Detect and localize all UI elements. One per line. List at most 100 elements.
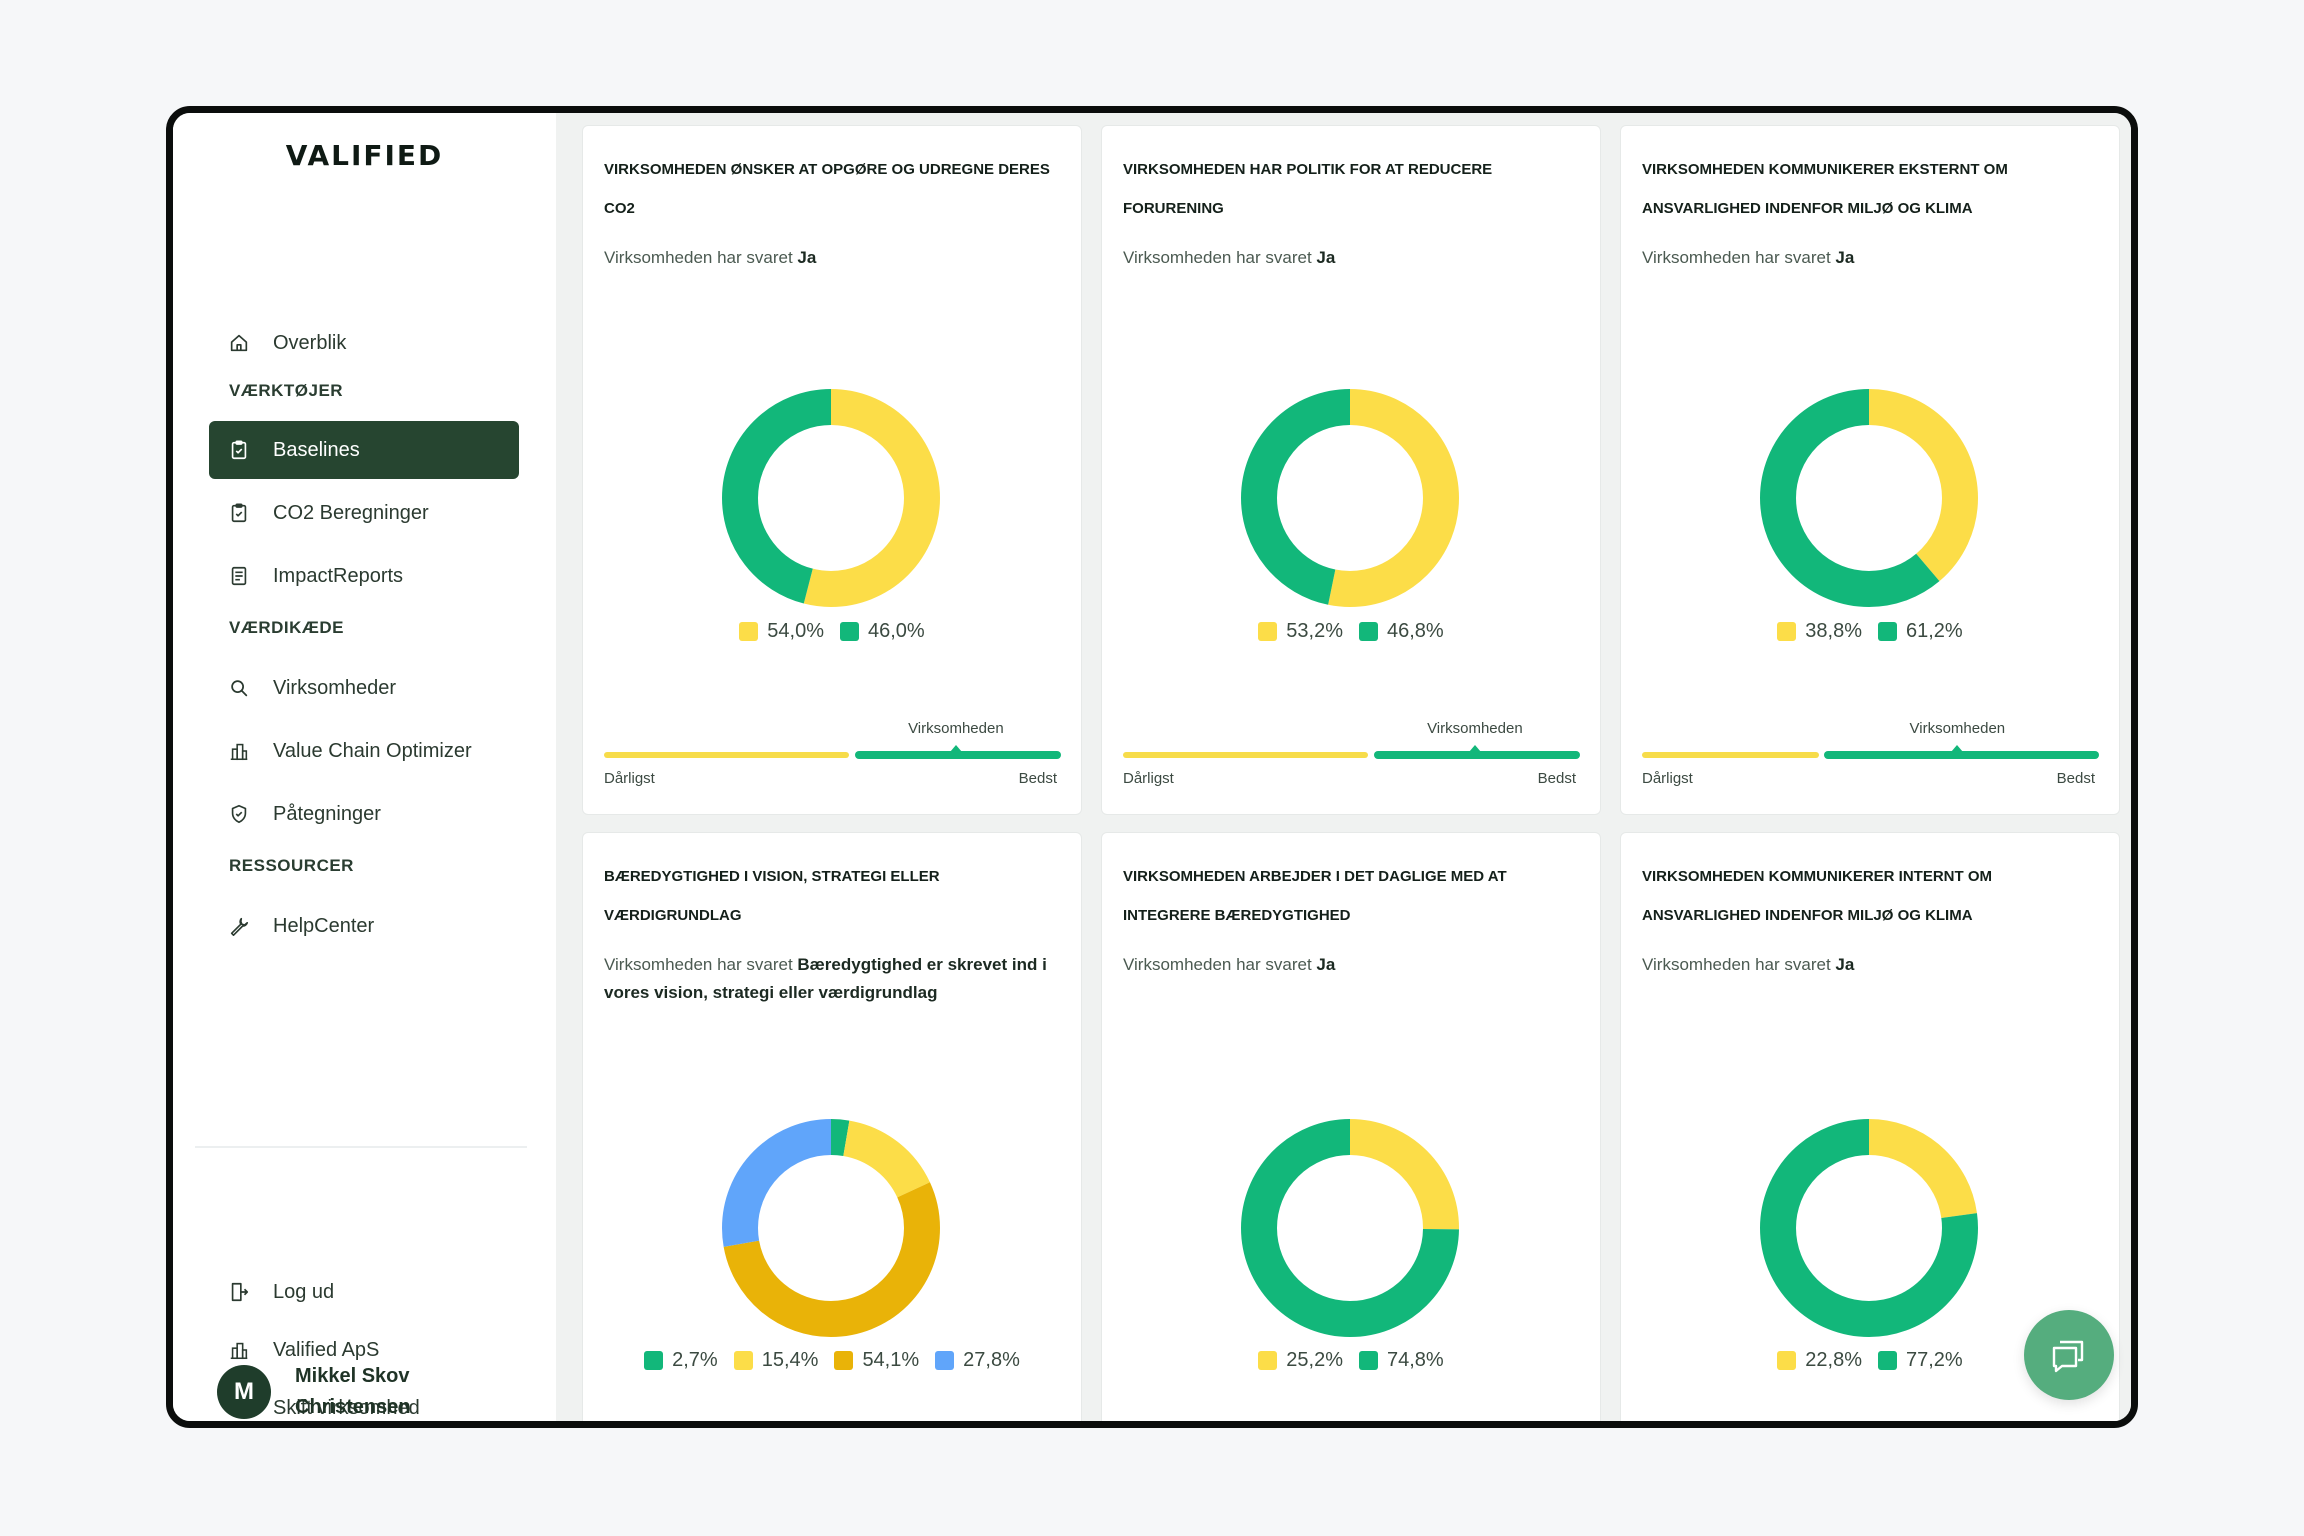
scale-best-label: Bedst — [1018, 770, 1057, 787]
sidebar-item-overblik[interactable]: Overblik — [209, 314, 519, 372]
baseline-card: VIRKSOMHEDEN ØNSKER AT OPGØRE OG UDREGNE… — [582, 125, 1082, 815]
scale-bar-right — [1374, 751, 1580, 759]
legend-item: 22,8% — [1777, 1349, 1862, 1372]
legend-item: 25,2% — [1258, 1349, 1343, 1372]
sidebar-item-label: ImpactReports — [273, 564, 404, 587]
chart-legend: 54,0% 46,0% — [583, 620, 1081, 643]
search-icon — [227, 676, 251, 700]
legend-swatch — [733, 1351, 753, 1370]
avatar: M — [217, 1365, 271, 1419]
legend-swatch — [1777, 1351, 1797, 1370]
donut-chart — [722, 1119, 940, 1337]
section-vaerktoejer: VÆRKTØJER — [229, 381, 344, 400]
donut-chart — [1760, 1119, 1978, 1337]
main-content: VIRKSOMHEDEN ØNSKER AT OPGØRE OG UDREGNE… — [556, 113, 2131, 1421]
scale-marker — [949, 745, 962, 752]
section-vaerdikaede: VÆRDIKÆDE — [229, 618, 345, 637]
legend-item: 61,2% — [1878, 620, 1963, 643]
chart-legend: 2,7% 15,4% 54,1% 27,8% — [583, 1349, 1081, 1372]
clipboard-check-icon — [227, 438, 251, 462]
legend-value: 2,7% — [672, 1349, 718, 1371]
legend-swatch — [1777, 622, 1797, 641]
donut-segment — [1241, 1119, 1459, 1337]
card-title: VIRKSOMHEDEN ØNSKER AT OPGØRE OG UDREGNE… — [604, 161, 1050, 217]
user-profile[interactable]: M Mikkel Skov Christensen — [217, 1361, 435, 1421]
scale-worst-label: Dårligst — [1123, 770, 1174, 787]
legend-item: 74,8% — [1359, 1349, 1444, 1372]
card-answer: Virksomheden har svaret Ja — [604, 248, 817, 267]
benchmark-scale: Virksomheden Dårligst Bedst — [604, 720, 1061, 800]
legend-swatch — [1258, 1351, 1278, 1370]
card-title: BÆREDYGTIGHED I VISION, STRATEGI ELLER V… — [604, 868, 940, 924]
legend-item: 2,7% — [644, 1349, 718, 1372]
legend-item: 46,0% — [840, 620, 925, 643]
chart-legend: 38,8% 61,2% — [1621, 620, 2119, 643]
card-answer: Virksomheden har svaret Ja — [1642, 248, 1855, 267]
legend-value: 61,2% — [1906, 620, 1963, 642]
legend-swatch — [840, 622, 859, 641]
legend-item: 38,8% — [1777, 620, 1862, 643]
scale-best-label: Bedst — [2056, 770, 2095, 787]
user-name: Mikkel Skov Christensen — [295, 1365, 411, 1418]
switch-company-label: Skift virksomhed — [273, 1396, 420, 1419]
legend-value: 53,2% — [1286, 620, 1343, 642]
scale-company-label: Virksomheden — [1909, 720, 2006, 737]
legend-item: 27,8% — [935, 1349, 1020, 1372]
sidebar-item-label: Virksomheder — [273, 676, 397, 699]
card-title: VIRKSOMHEDEN ARBEJDER I DET DAGLIGE MED … — [1123, 868, 1507, 924]
home-icon — [227, 331, 251, 355]
wrench-icon — [227, 914, 251, 938]
card-answer: Virksomheden har svaret Ja — [1123, 248, 1336, 267]
legend-value: 38,8% — [1805, 620, 1862, 642]
chart-legend: 53,2% 46,8% — [1102, 620, 1600, 643]
sidebar-item-paategninger[interactable]: Påtegninger — [209, 785, 519, 843]
legend-swatch — [1878, 1351, 1897, 1370]
sidebar-item-virksomheder[interactable]: Virksomheder — [209, 659, 519, 717]
legend-value: 54,1% — [862, 1349, 920, 1371]
legend-swatch — [834, 1351, 854, 1370]
baseline-card: VIRKSOMHEDEN KOMMUNIKERER EKSTERNT OM AN… — [1620, 125, 2120, 815]
legend-value: 74,8% — [1387, 1349, 1444, 1371]
building-chart-icon — [227, 739, 251, 763]
logout-icon — [227, 1280, 251, 1304]
baseline-card: VIRKSOMHEDEN HAR POLITIK FOR AT REDUCERE… — [1101, 125, 1601, 815]
scale-bar-left — [604, 752, 849, 758]
sidebar-item-label: Påtegninger — [273, 802, 381, 825]
legend-value: 22,8% — [1805, 1349, 1862, 1371]
sidebar-item-label: Value Chain Optimizer — [273, 739, 472, 762]
app-window: VALIFIED Overblik VÆRKTØJER Baselines CO… — [166, 106, 2138, 1428]
section-ressourcer: RESSOURCER — [229, 856, 354, 875]
legend-item: 77,2% — [1878, 1349, 1963, 1372]
logout-button[interactable]: Log ud — [209, 1263, 519, 1321]
chat-button[interactable] — [2024, 1310, 2114, 1400]
card-answer: Virksomheden har svaret Ja — [1642, 955, 1855, 974]
sidebar-item-label: CO2 Beregninger — [273, 501, 429, 524]
legend-value: 77,2% — [1906, 1349, 1963, 1371]
chart-legend: 22,8% 77,2% — [1621, 1349, 2119, 1372]
clipboard-check-icon — [227, 501, 251, 525]
sidebar-item-helpcenter[interactable]: HelpCenter — [209, 897, 519, 955]
sidebar-item-baselines[interactable]: Baselines — [209, 421, 519, 479]
scale-bar-left — [1642, 752, 1819, 758]
shield-check-icon — [227, 802, 251, 826]
legend-value: 25,2% — [1286, 1349, 1343, 1371]
sidebar-item-co2[interactable]: CO2 Beregninger — [209, 484, 519, 542]
sidebar-divider — [195, 1146, 527, 1148]
company-label: Valified ApS — [273, 1338, 380, 1361]
card-answer: Virksomheden har svaret Ja — [1123, 955, 1336, 974]
sidebar-item-value-chain-optimizer[interactable]: Value Chain Optimizer — [209, 722, 519, 780]
donut-segment — [722, 1119, 940, 1337]
donut-segment — [722, 389, 940, 607]
donut-segment — [1760, 1119, 1978, 1337]
sidebar-item-impactreports[interactable]: ImpactReports — [209, 547, 519, 605]
legend-value: 27,8% — [963, 1349, 1020, 1371]
company-link[interactable]: Valified ApS — [209, 1321, 519, 1379]
benchmark-scale: Virksomheden Dårligst Bedst — [1123, 720, 1580, 800]
logout-label: Log ud — [273, 1280, 335, 1303]
chat-icon — [2052, 1340, 2084, 1373]
baseline-card: VIRKSOMHEDEN ARBEJDER I DET DAGLIGE MED … — [1101, 832, 1601, 1421]
card-title: VIRKSOMHEDEN KOMMUNIKERER EKSTERNT OM AN… — [1642, 161, 2008, 217]
legend-swatch — [1878, 622, 1897, 641]
card-answer: Virksomheden har svaret Bæredygtighed er… — [604, 955, 1047, 1002]
scale-worst-label: Dårligst — [604, 770, 655, 787]
